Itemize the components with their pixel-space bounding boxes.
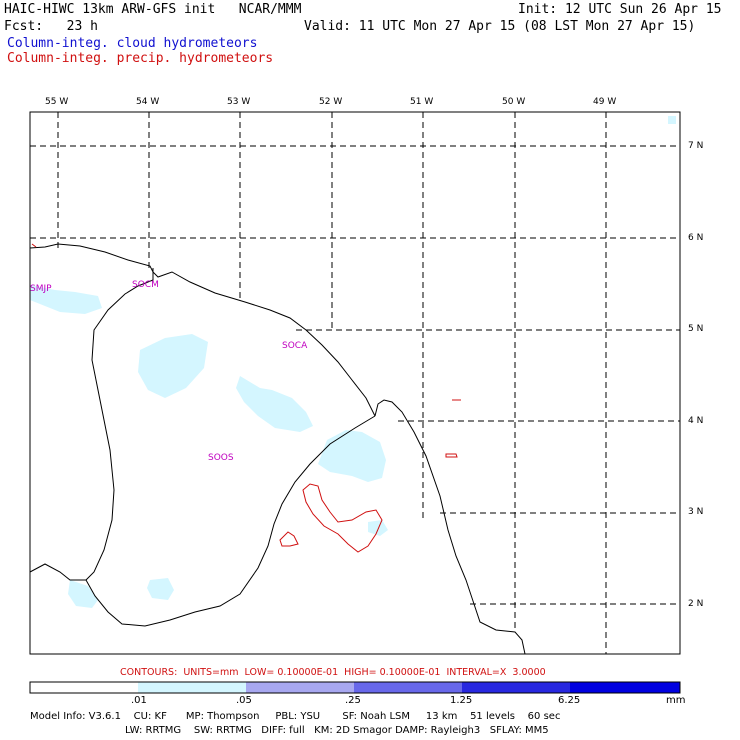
lon-tick-52w: 52 W xyxy=(319,97,343,107)
colorbar-unit: mm xyxy=(666,695,686,706)
legend-cloud-hydrometeors: Column-integ. cloud hydrometeors xyxy=(7,36,258,51)
lat-tick-7n: 7 N xyxy=(688,141,704,151)
colorbar-label-25: .25 xyxy=(345,695,361,706)
lon-tick-55w: 55 W xyxy=(45,97,69,107)
colorbar-label-01: .01 xyxy=(131,695,147,706)
legend-precip-hydrometeors: Column-integ. precip. hydrometeors xyxy=(7,51,274,66)
lat-tick-2n: 2 N xyxy=(688,599,704,609)
station-soca: SOCA xyxy=(282,341,308,351)
model-info-line1: Model Info: V3.6.1 CU: KF MP: Thompson P… xyxy=(30,711,561,722)
map-frame xyxy=(29,111,681,655)
contours-info: CONTOURS: UNITS=mm LOW= 0.10000E-01 HIGH… xyxy=(120,667,546,678)
lat-tick-6n: 6 N xyxy=(688,233,704,243)
station-soos: SOOS xyxy=(208,453,234,463)
coastline xyxy=(29,243,526,655)
model-title: HAIC-HIWC 13km ARW-GFS init NCAR/MMM xyxy=(4,2,302,17)
lat-tick-3n: 3 N xyxy=(688,507,704,517)
lon-tick-50w: 50 W xyxy=(502,97,526,107)
forecast-hour: Fcst: 23 h xyxy=(4,19,98,34)
lon-tick-49w: 49 W xyxy=(593,97,617,107)
colorbar-label-05: .05 xyxy=(236,695,252,706)
lat-tick-5n: 5 N xyxy=(688,324,704,334)
graticule xyxy=(30,112,680,654)
station-socm: SOCM xyxy=(132,280,159,290)
lon-tick-54w: 54 W xyxy=(136,97,160,107)
lat-tick-4n: 4 N xyxy=(688,416,704,426)
station-smjp: SMJP xyxy=(30,284,52,294)
colorbar-label-125: 1.25 xyxy=(450,695,473,706)
precip-hydrometeor-contours xyxy=(31,243,461,553)
colorbar-label-625: 6.25 xyxy=(558,695,581,706)
model-info-line2: LW: RRTMG SW: RRTMG DIFF: full KM: 2D Sm… xyxy=(125,725,549,736)
lon-tick-53w: 53 W xyxy=(227,97,251,107)
valid-time: Valid: 11 UTC Mon 27 Apr 15 (08 LST Mon … xyxy=(304,19,696,34)
init-time: Init: 12 UTC Sun 26 Apr 15 xyxy=(518,2,722,17)
cloud-hydrometeor-areas xyxy=(30,116,676,608)
lon-tick-51w: 51 W xyxy=(410,97,434,107)
